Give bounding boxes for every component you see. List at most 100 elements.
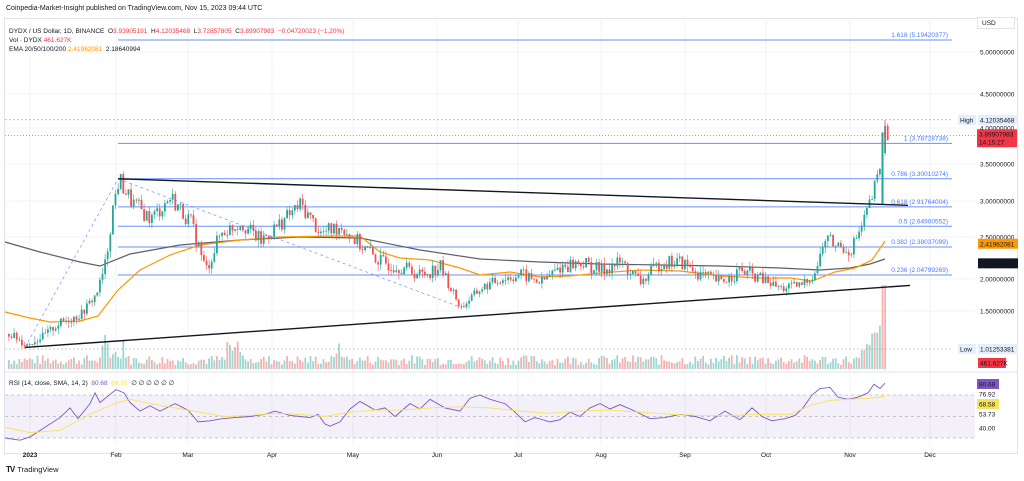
ema20-price-label: 2.41962081	[978, 238, 1018, 249]
candle-body	[460, 306, 463, 307]
candle-body	[793, 281, 795, 284]
candle-body	[457, 299, 460, 307]
candle-body	[314, 218, 317, 232]
volume-bar	[842, 359, 845, 369]
tradingview-branding[interactable]: TV TradingView	[6, 465, 59, 474]
candle-body	[730, 275, 733, 282]
current-price-bg	[977, 129, 1017, 148]
rsi-pane[interactable]	[4, 382, 975, 441]
candle-body	[465, 303, 468, 308]
volume-bar	[249, 359, 252, 369]
symbol-title[interactable]: DYDX / US Dollar, 1D, BINANCE	[9, 28, 105, 35]
volume-indicator-label[interactable]: Vol · DYDX	[9, 37, 42, 44]
low-tag-text: Low	[960, 347, 972, 354]
volume-bar	[520, 357, 522, 369]
candle-body	[580, 262, 582, 267]
candle-body	[548, 275, 551, 277]
price-axis[interactable]: 5.00000000 4.50000000 4.00000000 3.50000000…	[980, 50, 1015, 316]
volume-bar	[764, 363, 767, 369]
volume-bar	[626, 361, 629, 369]
candle-body	[717, 276, 720, 282]
candle-body	[759, 272, 762, 275]
candle-body	[286, 210, 288, 219]
time-axis-tick: Aug	[595, 452, 607, 459]
fibonacci-retracement[interactable]: 1.618 (5.19420377) 1 (3.78728738) 0.786 (3…	[118, 32, 952, 276]
volume-bar	[190, 364, 192, 369]
volume-bar	[346, 356, 348, 369]
candle-body	[244, 230, 247, 234]
candle-body	[530, 273, 533, 279]
volume-bar	[637, 356, 639, 369]
candle-body	[741, 267, 743, 272]
ema-indicator-label[interactable]: EMA 20/50/100/200	[9, 46, 67, 53]
candle-body	[535, 279, 538, 283]
candle-body	[795, 281, 798, 287]
volume-bar	[733, 364, 736, 369]
rsi-sma-line[interactable]	[4, 396, 886, 434]
candle-body	[210, 261, 213, 269]
rsi-line[interactable]	[4, 382, 886, 441]
candle-body	[808, 280, 811, 283]
fib-level-label: 1 (3.78728738)	[904, 135, 948, 142]
trendline-lower-support[interactable]	[24, 284, 911, 349]
candle-body	[166, 201, 169, 204]
volume-bar	[405, 364, 408, 369]
volume-bar	[699, 358, 702, 369]
candle-body	[119, 174, 122, 189]
volume-bar	[275, 360, 278, 369]
ema-200-line[interactable]	[4, 236, 886, 271]
time-axis[interactable]: 2023 Feb Mar Apr May Jun Jul Aug Sep Oct Nov Dec	[23, 452, 937, 459]
volume-bar	[413, 363, 416, 369]
volume-bar	[348, 359, 351, 369]
rsi-indicator-label[interactable]: RSI (14, close, SMA, 14, 2)	[9, 380, 88, 387]
volume-bar	[468, 360, 470, 369]
volume-bar	[28, 358, 31, 369]
volume-bar	[21, 362, 23, 369]
volume-bar	[837, 363, 840, 369]
rsi-level-label: 53.73	[979, 412, 996, 419]
volume-bar	[444, 364, 447, 369]
candle-body	[816, 266, 819, 274]
volume-bar	[639, 357, 642, 369]
candle-body	[15, 332, 18, 340]
candle-body	[161, 211, 164, 217]
volume-bar	[343, 357, 346, 369]
candle-body	[678, 256, 681, 259]
candle-body	[681, 256, 684, 270]
candle-body	[44, 332, 47, 334]
candle-body	[777, 286, 780, 288]
volume-bar	[197, 360, 200, 369]
candle-body	[255, 230, 257, 241]
volume-bar	[171, 360, 174, 369]
candle-body	[187, 214, 190, 225]
candle-body	[291, 210, 294, 216]
volume-bar	[41, 355, 44, 369]
currency-selector[interactable]: USD	[977, 17, 1015, 29]
candle-body	[871, 198, 873, 200]
candle-body	[156, 208, 158, 212]
volume-bar	[234, 347, 236, 369]
volume-bar	[192, 363, 195, 369]
candle-body	[847, 252, 850, 256]
volume-bar	[611, 359, 613, 369]
volume-bar	[658, 364, 660, 369]
candle-body	[691, 266, 694, 272]
candle-body	[863, 214, 866, 227]
candle-body	[658, 262, 660, 272]
candle-body	[348, 234, 351, 238]
volume-bar	[15, 364, 18, 369]
candle-body	[333, 223, 335, 234]
volume-bar	[182, 357, 184, 369]
candle-body	[296, 205, 299, 210]
candle-body	[764, 276, 767, 284]
volume-bar	[803, 355, 806, 369]
ema-20-line[interactable]	[4, 235, 886, 323]
volume-bar	[884, 285, 886, 369]
volume-bar	[195, 364, 197, 369]
candle-body	[65, 320, 67, 322]
trendline-upper-resistance[interactable]	[117, 178, 909, 207]
volume-bar	[546, 364, 548, 369]
candle-body	[73, 316, 75, 323]
volume-bar	[431, 362, 434, 369]
